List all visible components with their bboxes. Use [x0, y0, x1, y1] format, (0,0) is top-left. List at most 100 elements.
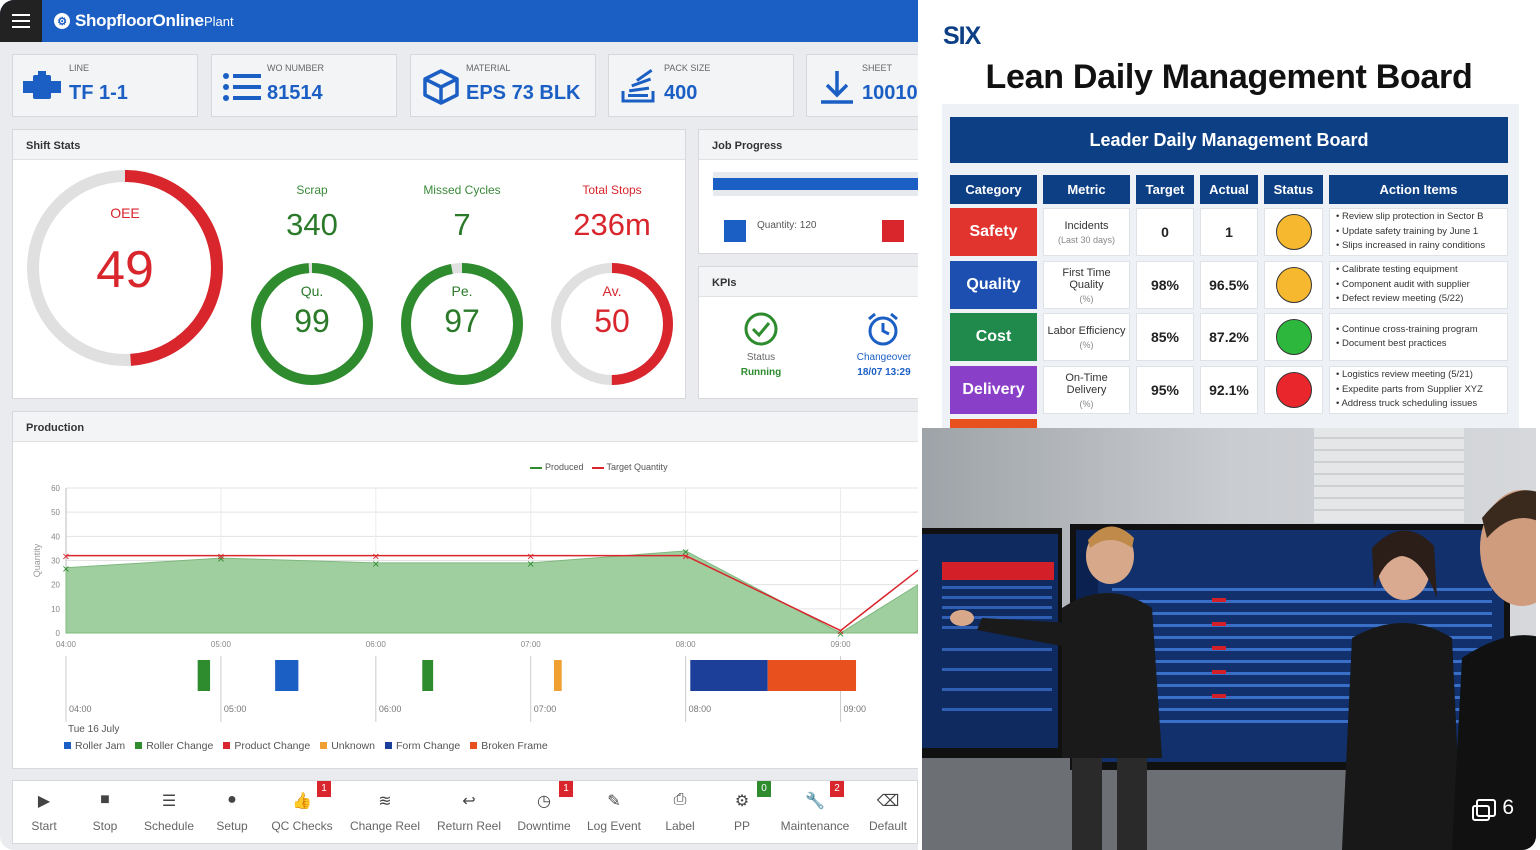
action-item: • Document best practices — [1336, 338, 1447, 349]
availability-label: Av. — [602, 283, 622, 299]
sheet-value: 10010 — [862, 82, 918, 104]
legend-swatch — [64, 742, 71, 749]
sheet-label: SHEET — [862, 63, 893, 73]
gallery-count-value: 6 — [1502, 796, 1514, 819]
cell-text: 85% — [1150, 329, 1180, 345]
gallery-count[interactable]: 6 — [1472, 796, 1514, 821]
changeover-label: Changeover — [856, 352, 912, 363]
stop-button[interactable]: ■ Stop — [65, 781, 145, 845]
setup-button[interactable]: ● Setup — [192, 781, 272, 845]
downtime-event[interactable] — [422, 660, 434, 691]
downtime-event[interactable] — [767, 660, 857, 691]
default-button[interactable]: ⌫ Default — [848, 781, 918, 845]
cell-text: 87.2% — [1209, 329, 1249, 345]
status-value: Running — [740, 367, 782, 378]
downtime-event[interactable] — [690, 660, 768, 691]
downtime-button[interactable]: ◷ Downtime 1 — [504, 781, 584, 845]
pencil-icon: ✎ — [607, 793, 621, 810]
availability-arc — [551, 263, 673, 385]
material-label: MATERIAL — [466, 63, 511, 73]
top-bar: ⚙ ShopfloorOnline Plant — [0, 0, 918, 42]
category-cell: Cost — [950, 313, 1037, 361]
shift-stats-panel: Shift Stats OEE 49 Scrap 340 Missed Cycl… — [12, 129, 686, 399]
legend-swatch — [530, 466, 542, 469]
cell-text: 92.1% — [1209, 382, 1249, 398]
produced-point: × — [681, 547, 689, 558]
column-header: Actual — [1200, 175, 1258, 204]
status-cell — [1264, 366, 1323, 414]
target-point: × — [527, 552, 535, 563]
machine-icon — [23, 71, 61, 99]
x-tick-label: 08:00 — [676, 640, 697, 649]
downtime-legend: Roller Jam Roller Change Product Change Unk… — [64, 740, 548, 752]
legend-label: Roller Change — [146, 740, 214, 752]
logo-text: SIX — [943, 22, 981, 50]
return-reel-button[interactable]: ↩ Return Reel — [429, 781, 509, 845]
actual-cell: 87.2% — [1200, 313, 1258, 361]
job-progress-bar — [713, 178, 918, 190]
cell-text: Quality — [966, 276, 1021, 293]
schedule-button[interactable]: ☰ Schedule — [129, 781, 209, 845]
downtime-legend-item[interactable]: Roller Change — [135, 740, 213, 752]
produced-point: × — [836, 629, 844, 640]
quality-value: 99 — [294, 303, 330, 339]
toolbar-label: Schedule — [143, 819, 195, 833]
pp-button[interactable]: ⚙ PP 0 — [702, 781, 782, 845]
action-item: • Slips increased in rainy conditions — [1336, 240, 1486, 252]
app-logo[interactable]: ⚙ ShopfloorOnline — [54, 11, 204, 31]
action-items-cell: • Review slip protection in Sector B • Up… — [1329, 208, 1508, 256]
legend-label: Produced — [545, 462, 584, 472]
quality-label: Qu. — [300, 283, 324, 299]
downtime-legend-item[interactable]: Product Change — [223, 740, 310, 752]
target-point: × — [836, 627, 844, 638]
oee-arc — [27, 170, 223, 366]
total-stops-label: Total Stops — [582, 183, 642, 197]
label-button[interactable]: ⎙ Label — [640, 781, 720, 845]
x-tick-label: 05:00 — [211, 640, 232, 649]
stack-icon — [621, 69, 655, 103]
pack-size-value: 400 — [664, 82, 698, 104]
toolbar-label: Stop — [92, 819, 118, 833]
info-icon: ● — [227, 791, 237, 808]
toolbar-label: Maintenance — [780, 819, 850, 833]
log-event-button[interactable]: ✎ Log Event — [574, 781, 654, 845]
quality-gauge: Qu. 99 — [249, 261, 375, 387]
lean-board-card: SIX Lean Daily Management Board Leader D… — [922, 0, 1536, 428]
clock-icon: ◷ — [537, 793, 551, 810]
window-blinds — [1314, 428, 1464, 523]
action-item: • Expedite parts from Supplier XYZ — [1336, 383, 1483, 395]
downtime-legend-item[interactable]: Form Change — [384, 740, 461, 752]
y-tick-label: 20 — [51, 581, 60, 590]
category-cell: Quality — [950, 261, 1037, 309]
y-tick-label: 0 — [56, 629, 61, 638]
wrench-icon: 🔧 — [805, 793, 825, 810]
action-item: • Logistics review meeting (5/21) — [1336, 369, 1473, 381]
timeline-date: Tue 16 July — [68, 724, 120, 735]
legend-item[interactable]: Target Quantity — [591, 462, 668, 472]
column-header: Metric — [1043, 175, 1130, 204]
action-toolbar: ▶ Start ■ Stop ☰ Schedule ● Setup 👍 QC Checks 1 ≋ Ch… — [12, 780, 918, 844]
column-header: Target — [1136, 175, 1194, 204]
downtime-legend-item[interactable]: Unknown — [320, 740, 375, 752]
downtime-event[interactable] — [275, 660, 299, 691]
downtime-event[interactable] — [553, 660, 562, 691]
hamburger-menu-icon[interactable] — [0, 0, 42, 42]
qc-checks-button[interactable]: 👍 QC Checks 1 — [262, 781, 342, 845]
legend-label: Target Quantity — [606, 462, 668, 472]
target-point: × — [372, 552, 380, 563]
legend-label: Unknown — [331, 740, 375, 752]
legend-item[interactable]: Produced — [530, 462, 584, 472]
legend-label: Form Change — [395, 740, 461, 752]
downtime-legend-item[interactable]: Broken Frame — [470, 740, 548, 752]
breadcrumb-plant[interactable]: Plant — [204, 14, 234, 29]
maintenance-button[interactable]: 🔧 Maintenance 2 — [775, 781, 855, 845]
action-items-cell: • Calibrate testing equipment • Component… — [1329, 261, 1508, 309]
x-tick-label: 09:00 — [831, 640, 852, 649]
alarm-clock-icon — [868, 312, 898, 346]
downtime-legend-item[interactable]: Roller Jam — [64, 740, 125, 752]
schedule-icon: ☰ — [161, 793, 177, 810]
change-reel-button[interactable]: ≋ Change Reel — [345, 781, 425, 845]
list-icon — [223, 73, 261, 101]
start-button[interactable]: ▶ Start — [4, 781, 84, 845]
downtime-event[interactable] — [197, 660, 211, 691]
